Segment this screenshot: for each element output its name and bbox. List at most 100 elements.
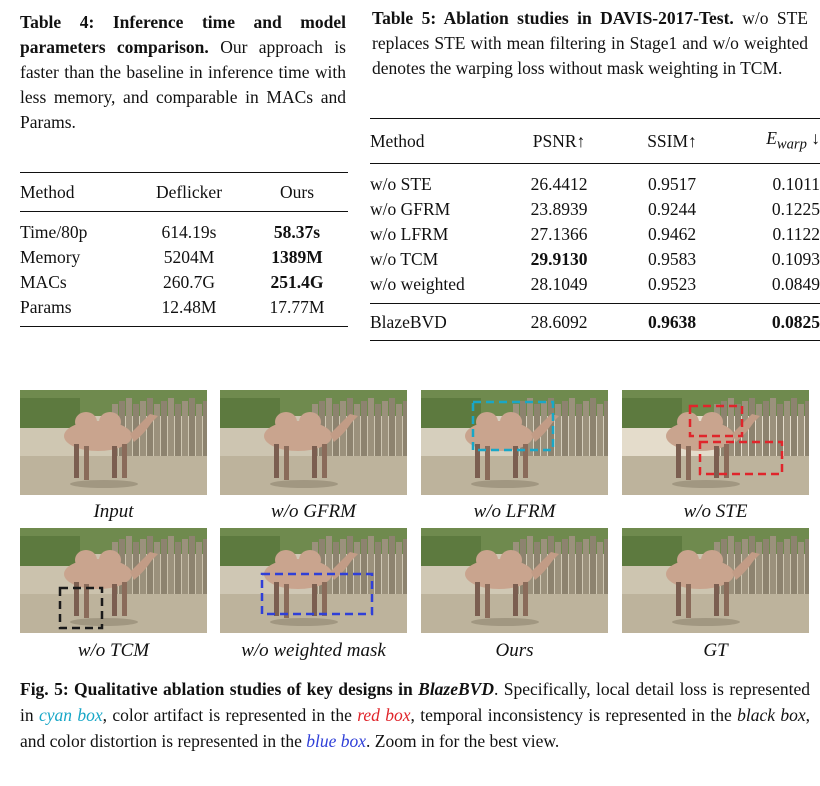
figure-label-gt: GT	[703, 640, 728, 661]
figure-label-wo-weighted-mask: w/o weighted mask	[241, 640, 386, 661]
ewarp-arrow: ↓	[806, 128, 820, 149]
table5-cell-psnr: 28.1049	[530, 274, 588, 294]
table4-cell-method: Params	[20, 297, 72, 317]
ewarp-subscript: warp	[776, 136, 807, 153]
camel-scene-image	[421, 390, 608, 495]
camel-scene-image	[220, 528, 407, 633]
table4-header-ours: Ours	[279, 181, 315, 202]
table5-cell-psnr: 29.9130	[530, 249, 588, 269]
table5-caption: Table 5: Ablation studies in DAVIS-2017-…	[372, 6, 808, 81]
table4-header-deflicker: Deflicker	[155, 181, 223, 202]
table5: Method PSNR↑ SSIM↑ Ewarp ↓ w/o STE 26.44…	[370, 118, 820, 341]
table5-cell-ewarp: 0.0825	[771, 311, 820, 332]
camel-scene-image	[20, 390, 207, 495]
figure-label-wo-tcm: w/o TCM	[77, 640, 150, 661]
figure-caption-title: Fig. 5: Qualitative ablation studies of …	[20, 679, 419, 699]
table5-cell-ssim: 0.9638	[647, 311, 697, 332]
figure-caption-text: , color artifact is represented in the	[102, 705, 358, 725]
table5-cell-ssim: 0.9517	[647, 174, 697, 194]
table4-cell-method: Memory	[20, 247, 81, 267]
camel-scene-image	[622, 390, 809, 495]
table5-final-row: BlazeBVD 28.6092 0.9638 0.0825	[370, 303, 820, 341]
table-row: Memory 5204M 1389M	[20, 245, 348, 270]
table4-cell-deflicker: 5204M	[163, 247, 215, 267]
figure-caption-text: , and color distortion is represented in…	[20, 705, 810, 751]
table5-header-psnr: PSNR↑	[532, 130, 586, 151]
caption-red-box: red box	[357, 705, 411, 725]
photo-wo-lfrm	[421, 390, 608, 495]
table5-cell-ewarp: 0.1225	[771, 199, 820, 219]
figure-caption-text: , temporal inconsistency is represented …	[410, 705, 738, 725]
table5-cell-method: w/o weighted	[370, 274, 465, 294]
table5-caption-title: Table 5: Ablation studies in DAVIS-2017-…	[372, 8, 734, 28]
table4: Method Deflicker Ours Time/80p 614.19s 5…	[20, 172, 348, 327]
table5-cell-ssim: 0.9462	[647, 224, 697, 244]
camel-scene-image	[421, 528, 608, 633]
table5-cell-psnr: 26.4412	[530, 174, 588, 194]
figure-label-input: Input	[93, 501, 134, 522]
table5-header-ssim: SSIM↑	[647, 130, 697, 151]
table4-cell-deflicker: 12.48M	[161, 297, 217, 317]
table4-caption-body: Our approach is faster than the baseline…	[20, 37, 346, 132]
table4-cell-ours: 251.4G	[270, 272, 324, 292]
caption-cyan-box: cyan box	[38, 705, 103, 725]
figure-label-wo-lfrm: w/o LFRM	[473, 501, 556, 522]
table5-cell-ewarp: 0.1122	[772, 224, 820, 244]
table4-cell-method: Time/80p	[20, 222, 88, 242]
table5-cell-ewarp: 0.1011	[772, 174, 820, 194]
table5-cell-psnr: 23.8939	[530, 199, 588, 219]
table-row: Time/80p 614.19s 58.37s	[20, 212, 348, 246]
table5-cell-method: w/o TCM	[370, 249, 439, 269]
table5-cell-method: w/o GFRM	[370, 199, 451, 219]
table-row: w/o STE 26.4412 0.9517 0.1011	[370, 164, 820, 198]
photo-wo-weighted-mask	[220, 528, 407, 633]
figure-caption-text: . Zoom in for the best view.	[366, 731, 560, 751]
figure-caption: Fig. 5: Qualitative ablation studies of …	[20, 676, 810, 754]
table4-caption-title: Table 4: Inference time and model parame…	[20, 12, 346, 57]
caption-blue-box: blue box	[306, 731, 367, 751]
camel-scene-image	[622, 528, 809, 633]
table5-header-method: Method	[370, 130, 425, 151]
table5-cell-ewarp: 0.0849	[771, 274, 820, 294]
table4-cell-deflicker: 614.19s	[161, 222, 217, 242]
ewarp-symbol: E	[766, 128, 777, 149]
figure-caption-text: . Specifically, local detail loss is rep…	[20, 679, 811, 725]
photo-gt	[622, 528, 809, 633]
camel-scene-image	[220, 390, 407, 495]
table5-cell-ewarp: 0.1093	[771, 249, 820, 269]
table4-cell-ours: 1389M	[271, 247, 323, 267]
photo-wo-gfrm	[220, 390, 407, 495]
figure-label-ours: Ours	[495, 640, 534, 661]
table-row: w/o weighted 28.1049 0.9523 0.0849	[370, 272, 820, 304]
table4-header-method: Method	[20, 181, 75, 202]
photo-wo-ste	[622, 390, 809, 495]
table5-header-ewarp: Ewarp ↓	[724, 119, 820, 164]
table4-cell-ours: 17.77M	[269, 297, 325, 317]
figure-label-wo-ste: w/o STE	[683, 501, 748, 522]
table-row: w/o TCM 29.9130 0.9583 0.1093	[370, 247, 820, 272]
figure-caption-method: BlazeBVD	[418, 679, 494, 699]
table4-cell-method: MACs	[20, 272, 67, 292]
photo-input	[20, 390, 207, 495]
table5-cell-ssim: 0.9523	[647, 274, 697, 294]
table5-caption-body: w/o STE replaces STE with mean filtering…	[372, 8, 808, 78]
table5-cell-ssim: 0.9583	[647, 249, 697, 269]
table4-header-row: Method Deflicker Ours	[20, 172, 348, 212]
table4-caption: Table 4: Inference time and model parame…	[20, 10, 346, 135]
table5-header-row: Method PSNR↑ SSIM↑ Ewarp ↓	[370, 118, 820, 164]
caption-black-box: black box	[737, 705, 806, 725]
table5-cell-method: BlazeBVD	[370, 311, 447, 332]
figure-label-wo-gfrm: w/o GFRM	[271, 501, 356, 522]
table-row: Params 12.48M 17.77M	[20, 295, 348, 327]
table-row: w/o LFRM 27.1366 0.9462 0.1122	[370, 222, 820, 247]
table-row: MACs 260.7G 251.4G	[20, 270, 348, 295]
camel-scene-image	[20, 528, 207, 633]
photo-ours	[421, 528, 608, 633]
table5-cell-method: w/o LFRM	[370, 224, 449, 244]
photo-wo-tcm	[20, 528, 207, 633]
table4-cell-ours: 58.37s	[273, 222, 321, 242]
table5-cell-method: w/o STE	[370, 174, 432, 194]
table4-cell-deflicker: 260.7G	[162, 272, 215, 292]
table-row: w/o GFRM 23.8939 0.9244 0.1225	[370, 197, 820, 222]
table5-cell-psnr: 27.1366	[530, 224, 588, 244]
